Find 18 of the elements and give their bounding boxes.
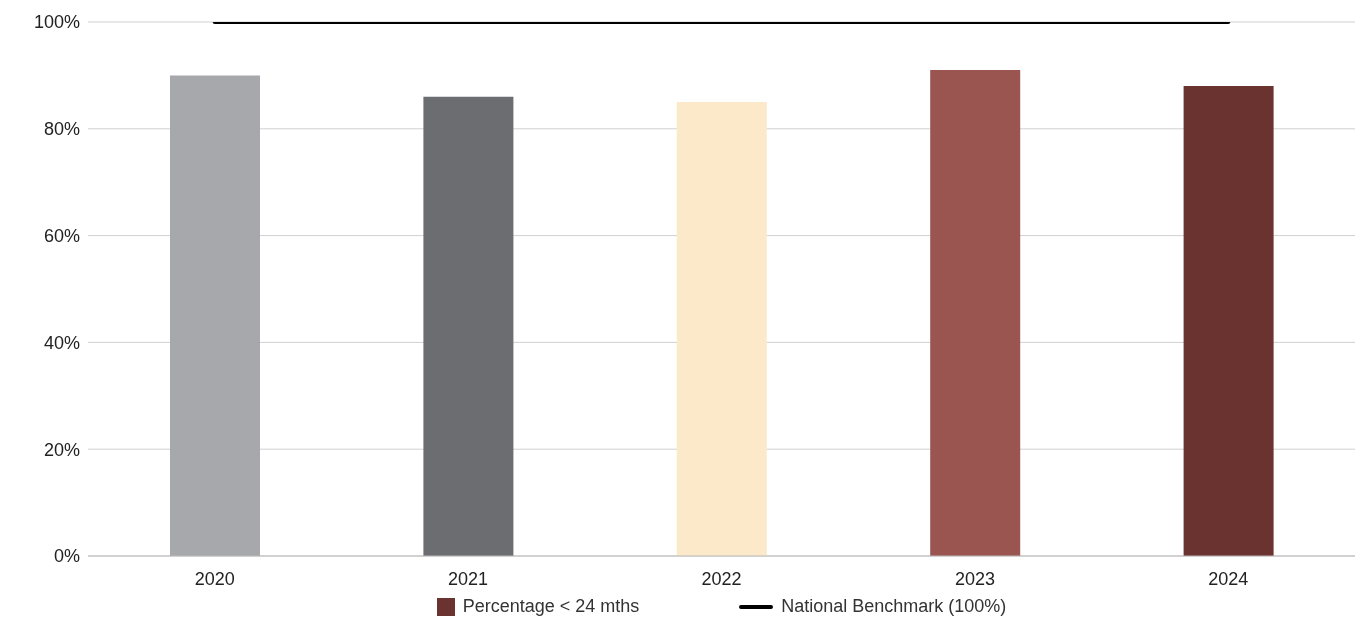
y-tick-label: 60%: [43, 225, 80, 246]
y-tick-label: 40%: [43, 332, 80, 353]
x-tick-label: 2022: [701, 568, 742, 589]
legend-label: Percentage < 24 mths: [462, 596, 640, 617]
y-tick-label: 0%: [53, 546, 80, 567]
bar: [676, 102, 767, 556]
y-tick-label: 20%: [43, 439, 80, 460]
legend-label: National Benchmark (100%): [781, 596, 1007, 617]
x-tick-label: 2020: [194, 568, 235, 589]
bar: [1183, 86, 1274, 556]
y-tick-label: 80%: [43, 119, 80, 140]
x-tick-label: 2021: [448, 568, 489, 589]
x-tick-label: 2023: [954, 568, 995, 589]
x-tick-label: 2024: [1208, 568, 1249, 589]
bar: [930, 70, 1021, 556]
y-tick-label: 100%: [33, 12, 80, 33]
bar: [170, 75, 260, 556]
bar: [423, 96, 514, 556]
